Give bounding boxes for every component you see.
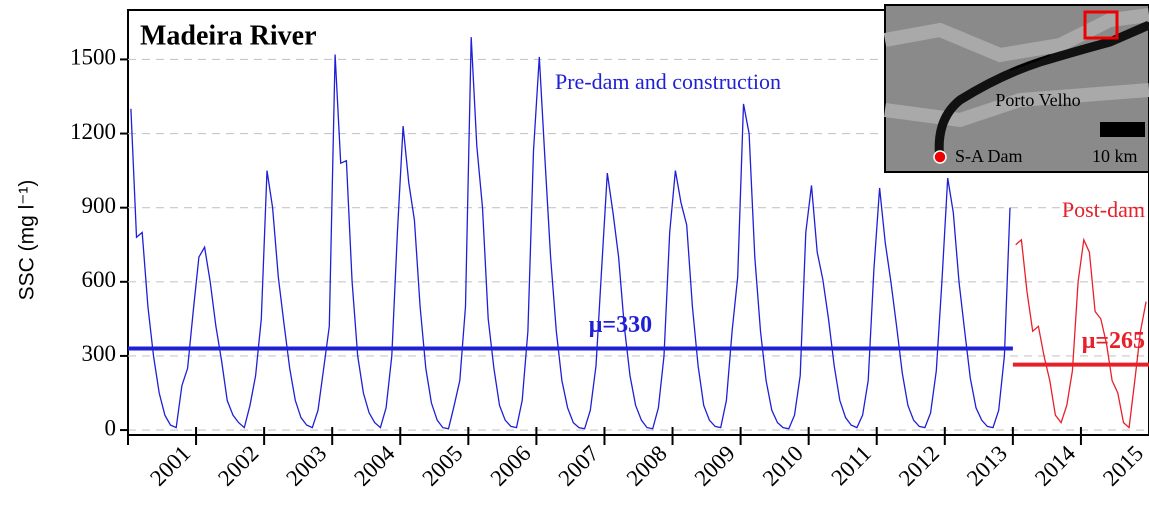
x-tick-label: 2005 [417, 441, 467, 491]
series-label: Pre-dam and construction [555, 69, 781, 94]
x-tick-label: 2009 [690, 441, 740, 491]
x-tick-label: 2010 [758, 441, 808, 491]
chart-title: Madeira River [140, 20, 317, 51]
x-tick-label: 2004 [349, 440, 400, 491]
x-tick-label: 2014 [1030, 440, 1081, 491]
inset-map: Porto Velho S-A Dam 10 km [885, 5, 1149, 172]
x-tick-label: 2002 [213, 441, 263, 491]
y-tick-label: 1200 [70, 119, 116, 144]
inset-label: Porto Velho [995, 90, 1080, 110]
x-tick-label: 2003 [281, 441, 331, 491]
y-tick-label: 0 [105, 415, 117, 440]
x-tick-label: 2013 [962, 441, 1012, 491]
x-tick-label: 2015 [1098, 441, 1148, 491]
inset-label: S-A Dam [955, 146, 1023, 166]
x-tick-label: 2011 [826, 441, 876, 491]
series-line [131, 37, 1010, 429]
y-tick-label: 900 [82, 193, 117, 218]
inset-label: 10 km [1092, 146, 1138, 166]
x-tick-label: 2006 [485, 441, 535, 491]
y-tick-label: 1500 [70, 45, 116, 70]
mean-label: μ=330 [589, 312, 652, 338]
dam-marker [934, 151, 946, 163]
chart: 0 300 600 900 1200 1500 2001 2002 2003 2004 2005 20… [0, 0, 1149, 508]
series-label: Post-dam [1062, 197, 1145, 222]
x-tick-label: 2007 [553, 441, 603, 491]
scale-bar [1100, 122, 1145, 137]
y-tick-label: 600 [82, 267, 117, 292]
x-tick-label: 2012 [894, 441, 944, 491]
y-axis-label: SSC (mg l⁻¹) [16, 180, 39, 301]
x-tick-label: 2001 [145, 441, 195, 491]
mean-label: μ=265 [1082, 328, 1145, 354]
y-tick-label: 300 [82, 341, 117, 366]
x-tick-label: 2008 [622, 441, 672, 491]
